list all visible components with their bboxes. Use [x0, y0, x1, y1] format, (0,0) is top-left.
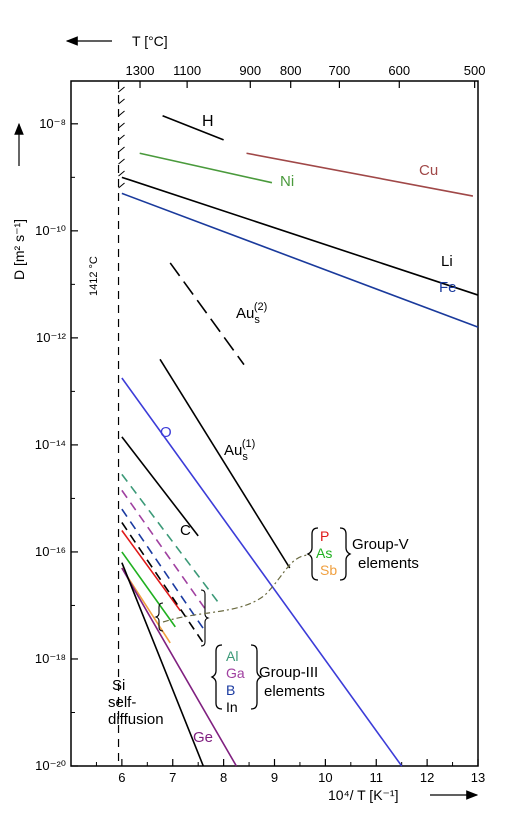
si-label-0: Si: [112, 677, 125, 694]
group-v-item-p: P: [320, 528, 329, 544]
group-v-end-brace: [154, 602, 164, 632]
label-ge: Ge: [193, 729, 213, 746]
group-iii-item-al: Al: [226, 648, 238, 664]
series-line-h: [162, 115, 224, 141]
melting-hatch: [118, 110, 125, 117]
series-line-c: [121, 436, 199, 537]
top-tick-label: 600: [388, 63, 410, 78]
group-iii-right-brace: [250, 644, 263, 710]
group-v-label-1: Group-V: [352, 536, 409, 553]
series-line-ge: [121, 567, 238, 767]
top-tick-label: 1300: [126, 63, 155, 78]
melting-hatch: [118, 86, 125, 93]
melting-hatch: [118, 122, 125, 129]
melting-hatch: [118, 182, 125, 189]
group-iii-end-brace: [200, 589, 210, 647]
melting-point-label: 1412 °C: [88, 256, 100, 296]
x-tick-label: 7: [169, 770, 176, 785]
series-line-cu: [246, 152, 474, 197]
group-v-right-brace: [339, 527, 352, 581]
y-tick-label: 10⁻⁸: [39, 116, 66, 131]
group-v-connector: [162, 554, 311, 623]
top-tick-label: 700: [329, 63, 351, 78]
label-o: O: [160, 424, 172, 441]
label-aus2: Aus(2): [236, 301, 267, 326]
melting-hatch: [118, 134, 125, 141]
label-cu: Cu: [419, 162, 438, 179]
label-aus1: Aus(1): [224, 438, 255, 463]
group-iii-label-1: Group-III: [259, 664, 318, 681]
label-h: H: [202, 113, 214, 130]
series-line-p: [121, 530, 182, 612]
y-axis-label: D [m² s⁻¹]: [11, 219, 27, 280]
y-tick-label: 10⁻¹⁰: [35, 223, 66, 238]
si-label-1: self-: [108, 694, 136, 711]
axes-group: 6 7 8 9 10 11 12 13 10⁻⁸ 10⁻¹⁰ 10⁻¹² 10⁻¹⁴ 10⁻¹⁶ 10⁻¹…: [35, 63, 486, 785]
y-tick-label: 10⁻¹⁶: [35, 544, 66, 559]
y-tick-label: 10⁻¹⁸: [35, 651, 66, 666]
x-axis-label: 10⁴/ T [K⁻¹]: [328, 787, 398, 803]
x-tick-label: 13: [471, 770, 485, 785]
group-v-item-as: As: [316, 545, 332, 561]
label-li: Li: [441, 253, 453, 270]
series-line-ga: [121, 489, 210, 614]
group-iii-left-brace: [210, 644, 223, 710]
label-ni: Ni: [280, 173, 294, 190]
series-group: [121, 115, 479, 767]
x-tick-label: 10: [318, 770, 332, 785]
y-tick-label: 10⁻¹²: [36, 330, 67, 345]
top-tick-label: 500: [464, 63, 486, 78]
group-v-left-brace: [306, 527, 319, 581]
series-line-in: [121, 522, 204, 644]
melting-hatch: [118, 170, 125, 177]
group-iii-item-b: B: [226, 682, 235, 698]
label-c: C: [180, 522, 191, 539]
melting-hatch: [118, 158, 125, 165]
series-line-ni: [139, 152, 273, 184]
x-tick-label: 8: [220, 770, 227, 785]
y-tick-label: 10⁻²⁰: [35, 758, 66, 773]
series-line-b: [121, 508, 207, 633]
series-line-aus-1-: [159, 358, 291, 569]
group-iii-label-2: elements: [264, 683, 325, 700]
melting-hatch: [118, 146, 125, 153]
series-line-fe: [121, 192, 479, 328]
group-iii-item-ga: Ga: [226, 665, 245, 681]
x-tick-label: 12: [420, 770, 434, 785]
top-tick-label: 1100: [173, 63, 201, 78]
series-line-o: [121, 377, 403, 767]
series-line-li: [121, 176, 479, 296]
top-axis-label: T [°C]: [132, 33, 168, 49]
melting-hatch: [118, 98, 125, 105]
group-iii-item-in: In: [226, 699, 238, 715]
x-tick-label: 6: [118, 770, 125, 785]
series-line-al: [121, 473, 220, 604]
group-v-label-2: elements: [358, 555, 419, 572]
top-tick-label: 900: [239, 63, 261, 78]
series-line-aus-2-: [169, 262, 245, 366]
series-line-si-self-diffusion: [121, 562, 205, 767]
si-label-2: diffusion: [108, 711, 164, 728]
group-v-item-sb: Sb: [320, 562, 337, 578]
y-tick-label: 10⁻¹⁴: [35, 437, 66, 452]
x-tick-label: 9: [271, 770, 278, 785]
x-tick-label: 11: [370, 770, 384, 785]
series-line-as: [121, 551, 176, 628]
top-tick-label: 800: [280, 63, 302, 78]
label-fe: Fe: [439, 279, 457, 296]
